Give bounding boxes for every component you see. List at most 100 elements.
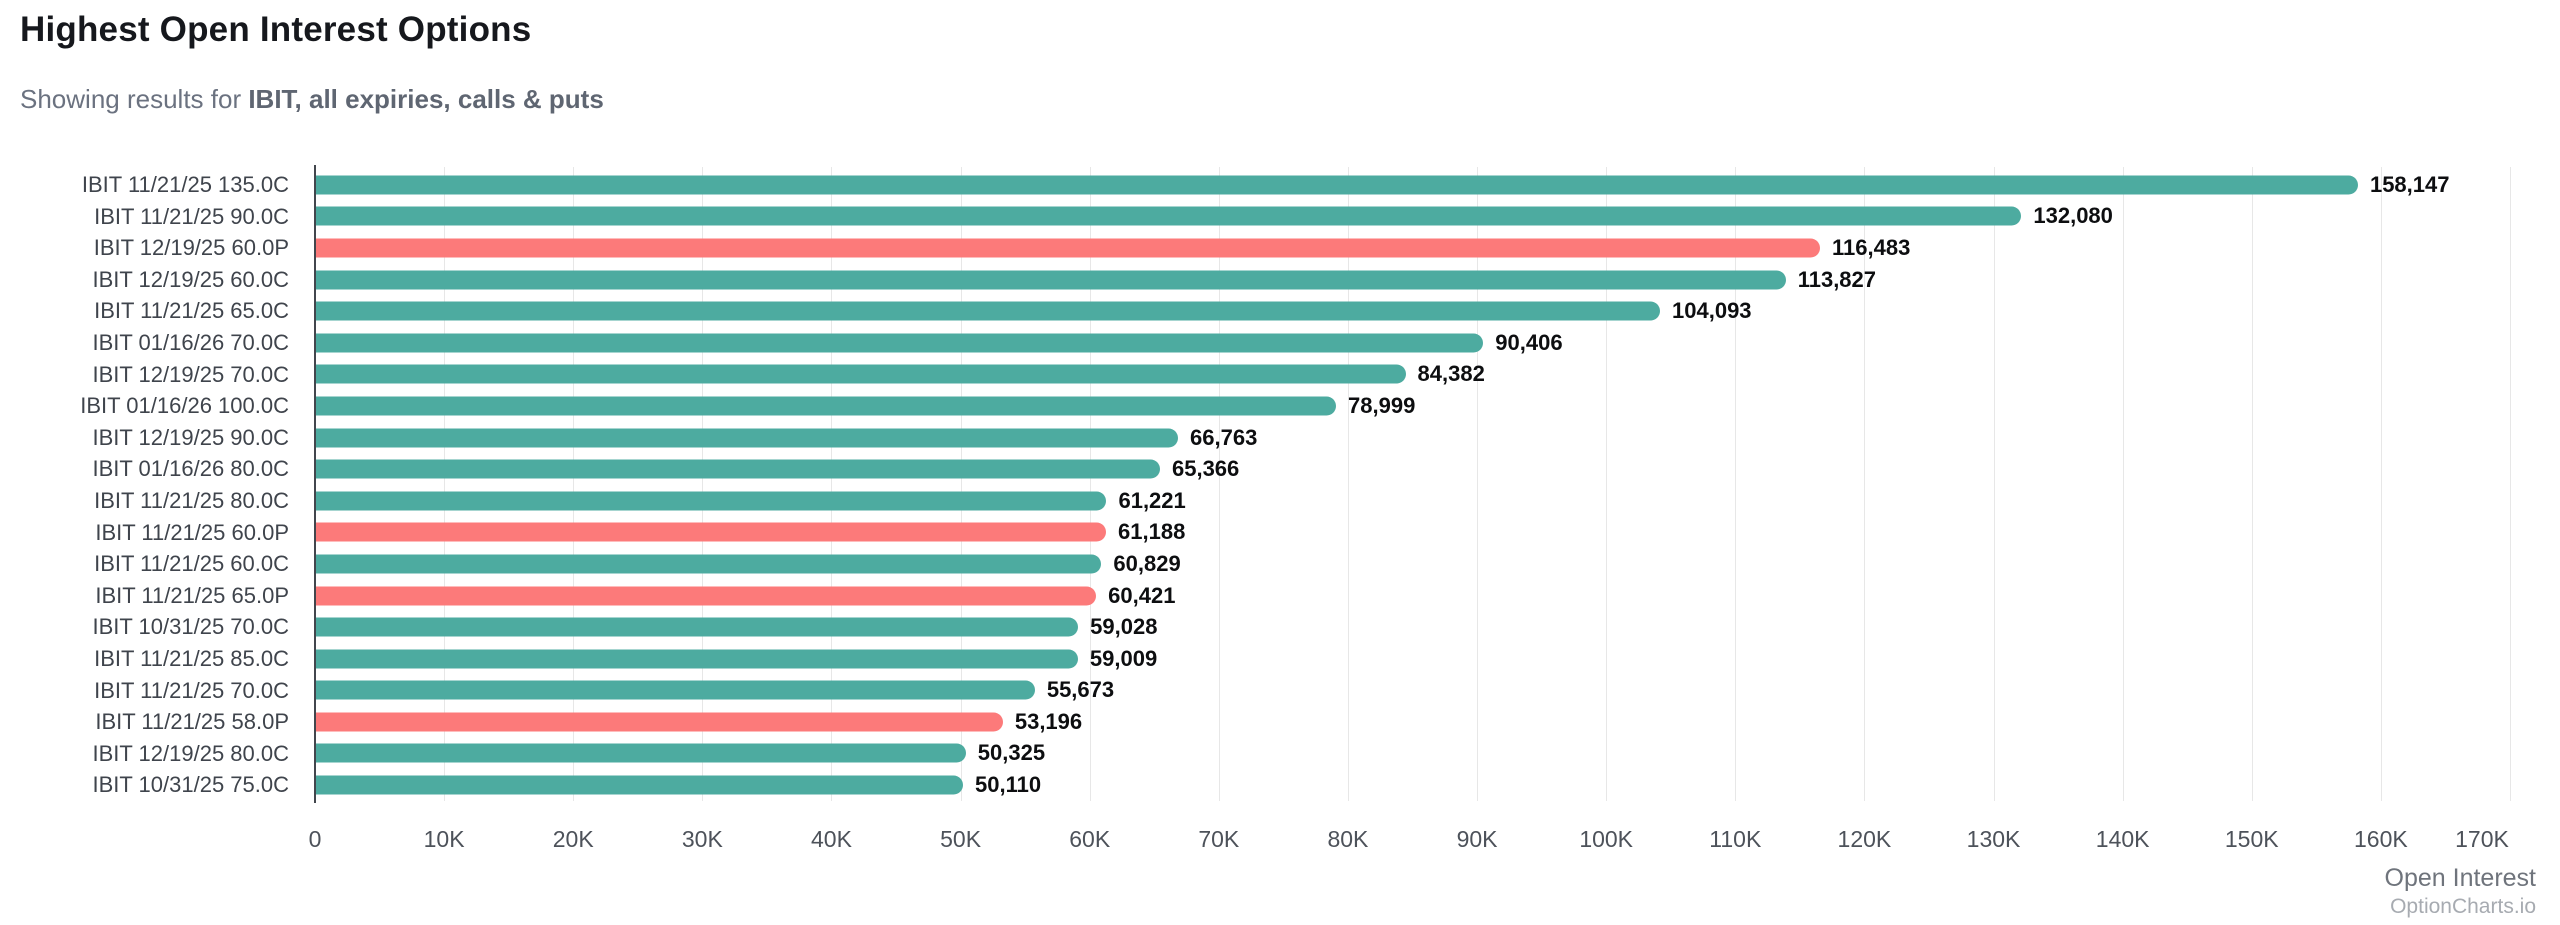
option-contract-label: IBIT 11/21/25 70.0C — [94, 677, 289, 703]
x-axis-tick-label: 120K — [1837, 826, 1892, 852]
bar-value-label: 158,147 — [2369, 171, 2450, 197]
bar-value-label: 113,827 — [1797, 266, 1877, 292]
gridline — [1218, 167, 1220, 801]
open-interest-bar-call[interactable] — [316, 396, 1337, 416]
subtitle-prefix: Showing results for — [20, 84, 249, 114]
bar-value-label: 55,673 — [1046, 677, 1115, 703]
x-axis-tick-label: 0 — [308, 826, 322, 852]
open-interest-bar-call[interactable] — [316, 206, 2022, 226]
open-interest-bar-call[interactable] — [316, 617, 1079, 637]
bar-value-label: 132,080 — [2033, 203, 2113, 229]
bar-value-label: 59,028 — [1090, 614, 1158, 640]
x-axis-tick-label: 140K — [2095, 826, 2150, 852]
optioncharts-watermark: OptionCharts.io — [2390, 895, 2536, 918]
bar-row: 78,999 — [315, 390, 2510, 422]
gridline — [2122, 167, 2124, 801]
option-contract-label: IBIT 10/31/25 75.0C — [92, 772, 289, 798]
option-contract-label: IBIT 11/21/25 80.0C — [94, 487, 289, 513]
gridline — [1606, 167, 1608, 801]
x-axis-tick-label: 80K — [1327, 826, 1369, 852]
open-interest-bar-call[interactable] — [316, 175, 2358, 195]
option-contract-label: IBIT 11/21/25 60.0C — [94, 551, 289, 577]
gridline — [1477, 167, 1479, 801]
open-interest-bar-put[interactable] — [316, 586, 1097, 606]
bar-row: 53,196 — [315, 706, 2510, 738]
bar-row: 158,147 — [315, 169, 2510, 201]
bar-value-label: 104,093 — [1672, 298, 1752, 324]
bar-row: 50,325 — [315, 738, 2510, 770]
bar-value-label: 65,366 — [1171, 456, 1240, 482]
option-contract-label: IBIT 12/19/25 60.0C — [92, 266, 289, 292]
gridline — [1347, 167, 1349, 801]
open-interest-bar-call[interactable] — [316, 364, 1406, 384]
bar-row: 65,366 — [315, 453, 2510, 485]
x-axis-tick-labels: 0 10K 20K 30K 40K 50K 60K 70K 80K 90K 100K 110K 120K… — [0, 826, 2560, 856]
bar-value-label: 84,382 — [1417, 361, 1485, 387]
gridline — [960, 167, 962, 801]
option-contract-label: IBIT 11/21/25 135.0C — [81, 172, 289, 197]
bar-row: 113,827 — [315, 264, 2510, 296]
open-interest-bar-call[interactable] — [316, 333, 1484, 353]
open-interest-bar-put[interactable] — [316, 522, 1107, 542]
bar-row: 104,093 — [315, 295, 2510, 327]
bar-row: 60,829 — [315, 548, 2510, 580]
option-contract-label: IBIT 11/21/25 65.0P — [95, 582, 289, 608]
gridline — [702, 167, 704, 801]
option-contract-label: IBIT 11/21/25 58.0P — [95, 709, 289, 735]
open-interest-bar-call[interactable] — [316, 270, 1786, 290]
open-interest-bar-call[interactable] — [316, 491, 1107, 511]
open-interest-bar-call[interactable] — [316, 743, 966, 763]
bar-value-label: 61,188 — [1118, 519, 1186, 545]
x-axis-tick-label: 130K — [1966, 826, 2021, 852]
open-interest-bar-call[interactable] — [316, 649, 1078, 669]
option-contract-label: IBIT 12/19/25 70.0C — [92, 361, 289, 387]
bar-row: 90,406 — [315, 327, 2510, 359]
x-axis-tick-label: 110K — [1709, 826, 1762, 852]
open-interest-bar-put[interactable] — [316, 712, 1003, 732]
bar-value-label: 50,325 — [977, 740, 1046, 766]
option-contract-label: IBIT 12/19/25 90.0C — [92, 424, 289, 450]
bar-row: 61,188 — [315, 517, 2510, 549]
y-axis-line — [314, 165, 316, 803]
gridline — [444, 167, 446, 801]
open-interest-bar-call[interactable] — [316, 428, 1179, 448]
bar-value-label: 116,483 — [1832, 234, 1911, 260]
y-axis-category-labels: IBIT 11/21/25 135.0C IBIT 11/21/25 90.0C I… — [0, 169, 289, 801]
option-contract-label: IBIT 11/21/25 85.0C — [94, 645, 289, 671]
bar-row: 66,763 — [315, 422, 2510, 454]
open-interest-bar-call[interactable] — [316, 680, 1035, 700]
bar-value-label: 60,421 — [1108, 582, 1176, 608]
option-contract-label: IBIT 12/19/25 60.0P — [93, 235, 289, 261]
bar-row: 61,221 — [315, 485, 2510, 517]
bar-value-label: 53,196 — [1014, 708, 1083, 734]
bar-value-label: 78,999 — [1348, 392, 1416, 418]
open-interest-bar-call[interactable] — [316, 554, 1102, 574]
bar-value-label: 66,763 — [1190, 424, 1258, 450]
option-contract-label: IBIT 10/31/25 70.0C — [92, 614, 289, 640]
option-contract-label: IBIT 01/16/26 70.0C — [92, 329, 289, 355]
bar-value-label: 90,406 — [1495, 329, 1563, 355]
open-interest-bar-call[interactable] — [316, 775, 963, 795]
x-axis-tick-label: 10K — [423, 826, 465, 852]
option-contract-label: IBIT 11/21/25 90.0C — [94, 203, 289, 229]
bar-row: 132,080 — [315, 201, 2510, 233]
gridline — [831, 167, 833, 801]
bar-row: 60,421 — [315, 580, 2510, 612]
bar-row: 55,673 — [315, 675, 2510, 707]
open-interest-bar-put[interactable] — [316, 238, 1820, 258]
open-interest-bar-call[interactable] — [316, 301, 1661, 321]
gridline — [1089, 167, 1091, 801]
gridline — [1735, 167, 1737, 801]
gridline — [1993, 167, 1995, 801]
subtitle-query-text: IBIT, all expiries, calls & puts — [248, 84, 604, 114]
bar-row: 59,028 — [315, 611, 2510, 643]
bars-container: 158,147 132,080 116,483 113,827 104,093 90,40… — [315, 169, 2510, 801]
x-axis-tick-label: 100K — [1579, 826, 1634, 852]
bar-value-label: 61,221 — [1118, 487, 1186, 513]
gridline — [2510, 167, 2511, 801]
open-interest-bar-call[interactable] — [316, 459, 1160, 479]
option-contract-label: IBIT 11/21/25 60.0P — [95, 519, 289, 545]
gridline — [2380, 167, 2382, 801]
